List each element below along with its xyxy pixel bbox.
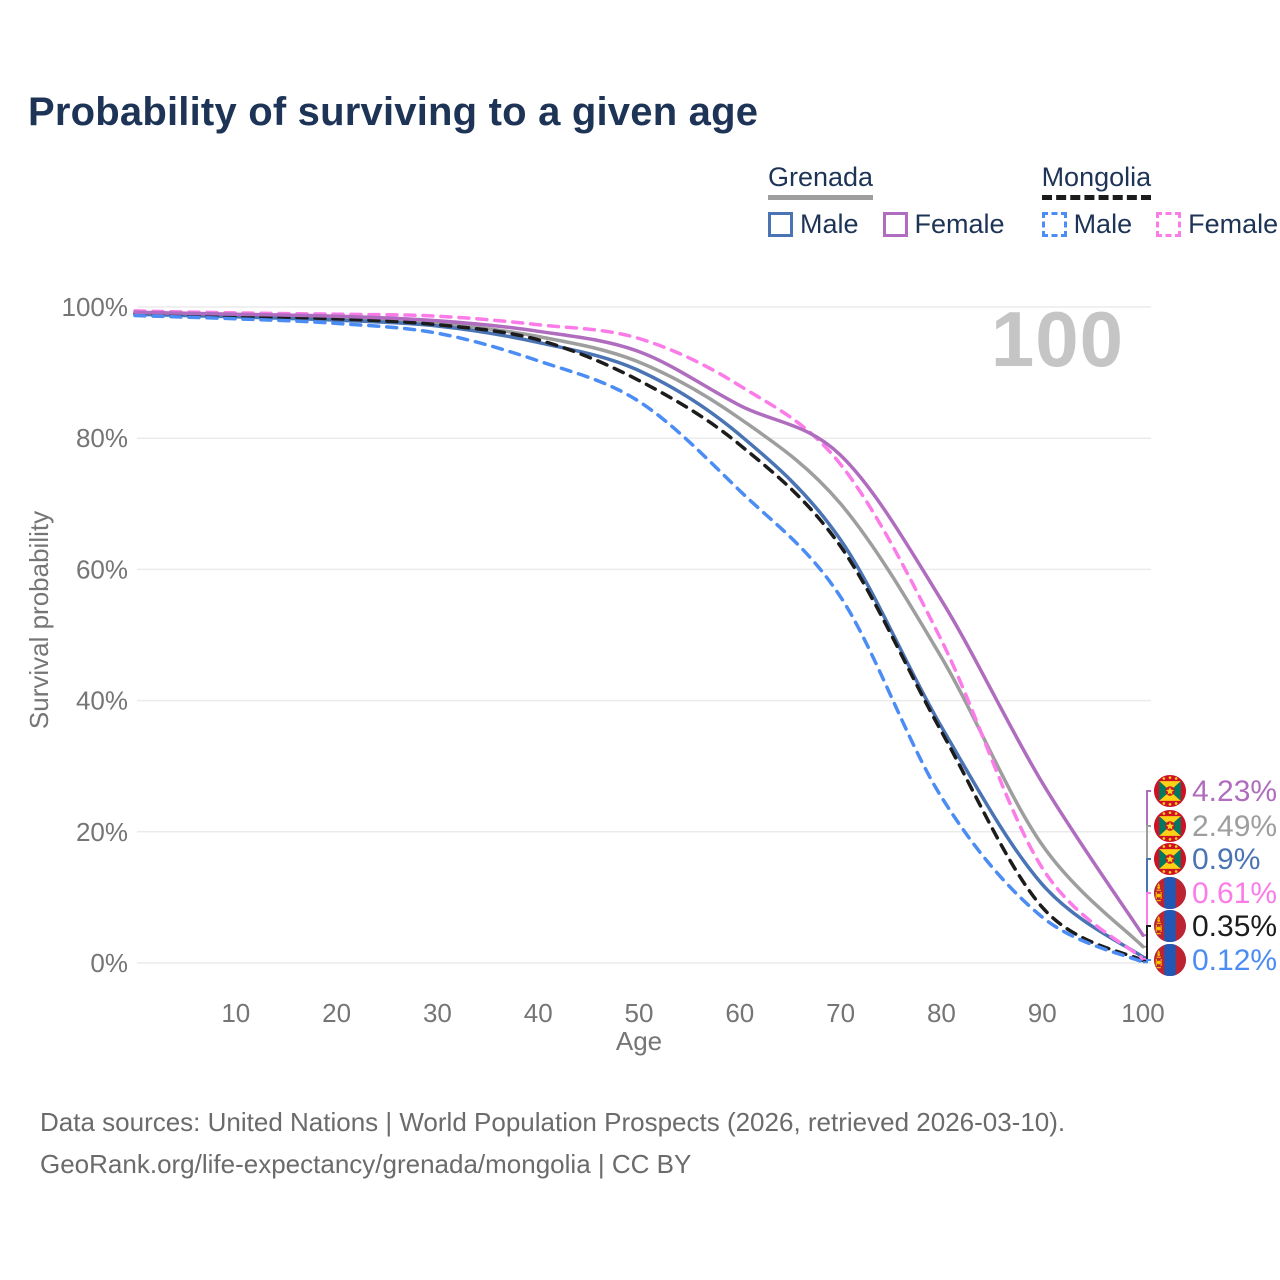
x-tick-label: 80 <box>927 998 956 1028</box>
end-value-label-grenada-both-sexes: 2.49% <box>1192 810 1277 843</box>
mongolia-flag-icon <box>1153 909 1187 943</box>
grenada-flag-icon <box>1153 774 1187 808</box>
y-tick-label: 0% <box>90 948 128 978</box>
y-tick-label: 60% <box>76 554 128 584</box>
grenada-flag-icon <box>1153 842 1187 876</box>
age-counter: 100 <box>991 295 1124 383</box>
y-axis-title: Survival probability <box>24 511 54 729</box>
x-tick-label: 90 <box>1028 998 1057 1028</box>
y-tick-label: 80% <box>76 423 128 453</box>
grenada-female-swatch-icon <box>882 212 908 238</box>
legend-row-mongolia: Male Female <box>1041 209 1278 240</box>
grenada-male-swatch-icon <box>768 212 793 238</box>
end-value-label-mongolia-female: 0.61% <box>1192 877 1277 910</box>
end-value-label-grenada-female: 4.23% <box>1192 775 1277 808</box>
footer: Data sources: United Nations | World Pop… <box>40 1101 1065 1185</box>
legend-group-mongolia: Mongolia Male Female <box>1041 163 1278 240</box>
legend-country-grenada[interactable]: Grenada <box>768 163 874 201</box>
series-line-mongolia-male[interactable] <box>133 313 1145 964</box>
legend-item-label: Male <box>1073 209 1133 240</box>
chart-title: Probability of surviving to a given age <box>28 90 759 134</box>
series-line-mongolia-both-sexes[interactable] <box>133 311 1145 963</box>
legend-item-grenada-male[interactable]: Male <box>768 209 859 240</box>
mongolia-female-swatch-icon <box>1156 212 1182 238</box>
legend-item-label: Female <box>914 209 1005 240</box>
mongolia-flag-icon <box>1153 876 1187 910</box>
x-tick-label: 60 <box>725 998 754 1028</box>
end-value-label-mongolia-both-sexes: 0.35% <box>1192 910 1277 943</box>
legend-item-label: Male <box>800 209 859 240</box>
y-tick-label: 100% <box>62 292 129 322</box>
series-line-mongolia-female[interactable] <box>133 309 1145 961</box>
legend-item-mongolia-male[interactable]: Male <box>1041 209 1133 240</box>
legend-item-mongolia-female[interactable]: Female <box>1156 209 1278 240</box>
x-tick-label: 70 <box>826 998 855 1028</box>
footer-url-line: GeoRank.org/life-expectancy/grenada/mong… <box>40 1149 692 1179</box>
label-connector <box>1143 959 1151 964</box>
legend: Grenada Male Female Mongolia Male Female <box>768 163 1278 240</box>
end-value-label-grenada-male: 0.9% <box>1192 843 1260 876</box>
legend-item-label: Female <box>1188 209 1279 240</box>
x-tick-label: 10 <box>221 998 250 1028</box>
y-tick-label: 20% <box>76 817 128 847</box>
end-value-label-mongolia-male: 0.12% <box>1192 944 1277 977</box>
legend-group-grenada: Grenada Male Female <box>768 163 1005 240</box>
x-axis-title: Age <box>616 1026 662 1056</box>
legend-item-grenada-female[interactable]: Female <box>882 209 1005 240</box>
mongolia-flag-icon <box>1153 943 1187 977</box>
legend-row-grenada: Male Female <box>768 209 1005 240</box>
grenada-flag-icon <box>1153 809 1187 843</box>
x-tick-label: 40 <box>524 998 553 1028</box>
y-tick-label: 40% <box>76 686 128 716</box>
x-tick-label: 30 <box>423 998 452 1028</box>
series-line-grenada-male[interactable] <box>133 312 1145 959</box>
legend-country-mongolia[interactable]: Mongolia <box>1041 163 1152 201</box>
series-line-grenada-both-sexes[interactable] <box>133 311 1145 949</box>
mongolia-male-swatch-icon <box>1041 212 1067 238</box>
footer-source-line: Data sources: United Nations | World Pop… <box>40 1107 1066 1137</box>
x-tick-label: 100 <box>1121 998 1164 1028</box>
series-line-grenada-female[interactable] <box>133 310 1145 938</box>
label-connector <box>1143 925 1151 962</box>
x-tick-label: 20 <box>322 998 351 1028</box>
x-tick-label: 50 <box>625 998 654 1028</box>
